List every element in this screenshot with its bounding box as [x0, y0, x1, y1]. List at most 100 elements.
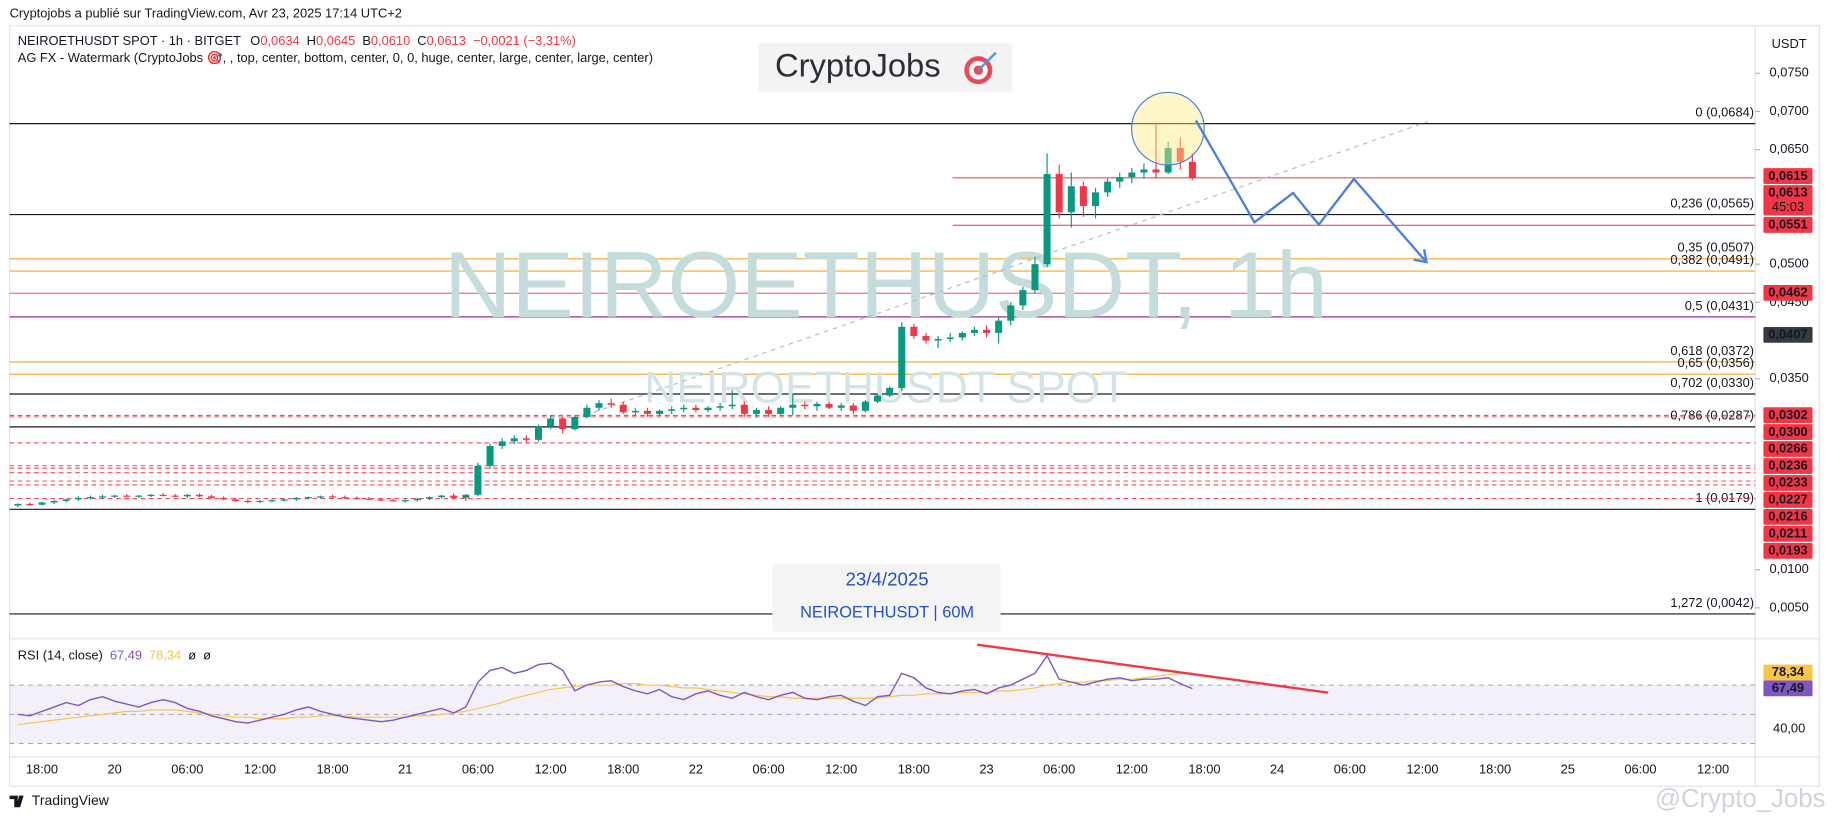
info-date: 23/4/2025	[845, 568, 928, 589]
candle-body	[123, 495, 131, 497]
y-tick-label: 0,0700	[1769, 103, 1808, 118]
rsi-extra: ø	[188, 648, 196, 663]
candle-body	[159, 494, 167, 496]
candle-body	[377, 499, 385, 501]
candle-body	[680, 407, 688, 410]
brand: TradingView	[32, 792, 110, 808]
time-label: 18:00	[26, 761, 58, 776]
watermark-subtitle: NEIROETHUSDT SPOT	[644, 364, 1127, 413]
price-tag-label: 0,0227	[1768, 492, 1807, 507]
candle-body	[1104, 181, 1112, 193]
candle-body	[171, 495, 179, 497]
time-label: 18:00	[898, 761, 930, 776]
ohlc-value: 0,0645	[316, 34, 355, 49]
fib-label: 1,272 (0,0042)	[1670, 595, 1754, 610]
symbol-legend: NEIROETHUSDT SPOT · 1h · BITGET O0,0634 H0…	[18, 34, 576, 49]
candle-body	[486, 445, 494, 466]
y-tick-label: 0,0050	[1769, 599, 1808, 614]
price-tag	[1763, 441, 1813, 457]
candle-body	[1188, 161, 1196, 178]
time-label: 06:00	[1043, 761, 1075, 776]
candle-body	[1067, 186, 1075, 213]
price-tag	[1763, 458, 1813, 474]
candle-body	[26, 503, 34, 506]
candles	[14, 123, 1196, 508]
trend-line	[585, 121, 1428, 416]
info-symbol: NEIROETHUSDT | 60M	[800, 603, 974, 621]
ohlc-key: C	[417, 34, 426, 49]
rsi-tag	[1763, 680, 1813, 697]
rsi-title: RSI (14, close)	[18, 648, 103, 663]
fib-label: 0,65 (0,0356)	[1678, 355, 1755, 370]
price-tag-label: 0,0233	[1768, 475, 1807, 490]
time-label: 12:00	[1116, 761, 1148, 776]
ohlc-value: 0,0610	[371, 34, 410, 49]
candle-body	[365, 498, 373, 500]
time-label: 18:00	[607, 761, 639, 776]
candle-body	[922, 335, 930, 341]
price-tag	[1763, 508, 1813, 525]
candle-body	[38, 502, 46, 505]
candle-body	[752, 410, 760, 414]
candle-body	[208, 496, 216, 498]
candle-body	[995, 320, 1003, 333]
symbol: NEIROETHUSDT SPOT · 1h · BITGET	[18, 34, 241, 49]
logo-target	[964, 51, 997, 85]
candle-body	[559, 418, 567, 430]
candle-body	[740, 404, 748, 414]
time-label: 21	[398, 761, 412, 776]
ohlc-key: O	[250, 34, 260, 49]
candle-body	[135, 495, 143, 497]
candle-body	[583, 407, 591, 417]
fib-label: 0,702 (0,0330)	[1670, 375, 1754, 390]
candle-body	[522, 438, 530, 440]
candle-body	[86, 497, 94, 499]
fib-label: 0 (0,0684)	[1695, 105, 1754, 120]
candle-body	[1116, 177, 1124, 182]
ohlc-key: B	[362, 34, 371, 49]
candle-body	[280, 499, 288, 501]
candle-body	[692, 407, 700, 411]
candle-body	[958, 332, 966, 338]
time-label: 23	[979, 761, 993, 776]
change: −0,0021 (−3,31%)	[473, 34, 576, 49]
price-tag-label: 0,0236	[1768, 458, 1807, 473]
candle-body	[220, 497, 228, 500]
fib-label: 1 (0,0179)	[1695, 490, 1754, 505]
candle-body	[801, 404, 809, 407]
rsi-tag-label: 78,34	[1772, 664, 1805, 679]
candle-body	[898, 326, 906, 388]
candle-body	[1176, 148, 1184, 162]
candle-body	[607, 403, 615, 405]
time-label: 20	[107, 761, 121, 776]
candle-body	[425, 497, 434, 499]
candle-body	[983, 329, 991, 333]
candle-body	[99, 496, 107, 498]
candle-body	[934, 339, 942, 341]
candle-body	[874, 395, 882, 402]
candle-body	[304, 497, 312, 499]
rsi-line	[17, 654, 1193, 724]
countdown: 45:03	[1772, 199, 1804, 214]
projection-arrowhead	[1413, 249, 1428, 264]
price-tag	[1763, 285, 1813, 301]
candle-body	[886, 387, 894, 396]
rsi-value: 78,34	[149, 648, 181, 663]
candle-body	[1140, 169, 1148, 173]
candle-body	[268, 500, 276, 502]
candle-body	[292, 497, 300, 500]
fib-label: 0,35 (0,0507)	[1678, 240, 1755, 255]
time-label: 06:00	[462, 761, 494, 776]
price-tag-label: 0,0302	[1768, 407, 1807, 422]
candle-body	[510, 438, 518, 442]
price-tag-label: 0,0462	[1768, 285, 1807, 300]
fib-label: 0,786 (0,0287)	[1670, 408, 1754, 423]
candle-body	[946, 337, 954, 340]
candle-body	[329, 496, 337, 498]
candle-body	[534, 426, 542, 440]
y-tick-label: 0,0100	[1769, 561, 1808, 576]
candle-body	[62, 499, 70, 501]
price-tag	[1763, 424, 1813, 440]
candle-body	[195, 494, 203, 497]
